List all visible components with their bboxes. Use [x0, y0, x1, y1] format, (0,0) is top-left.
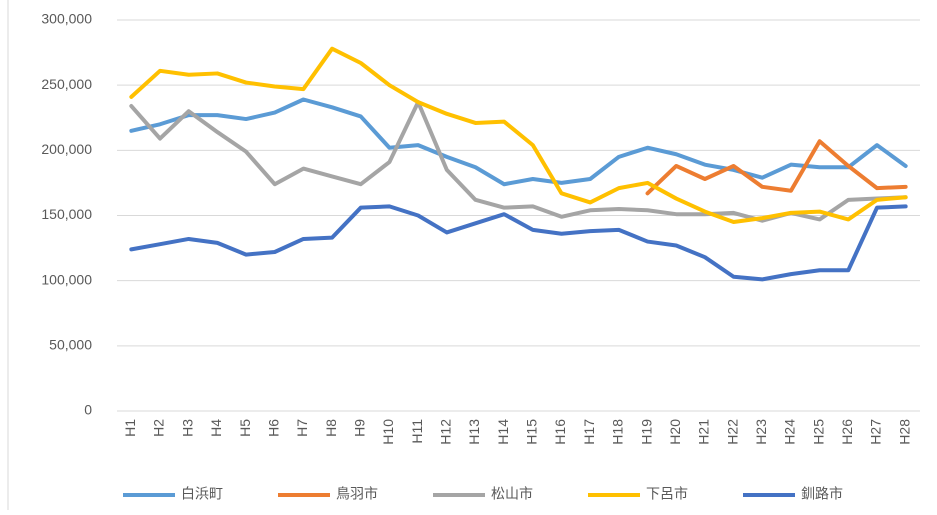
x-tick-label: H15: [524, 419, 540, 445]
x-tick-label: H16: [552, 419, 568, 445]
x-tick-label: H13: [466, 419, 482, 445]
legend-label: 釧路市: [801, 486, 843, 502]
x-tick-label: H3: [179, 419, 195, 437]
x-tick-label: H4: [208, 419, 224, 437]
x-tick-label: H14: [495, 419, 511, 445]
x-tick-label: H7: [294, 419, 310, 437]
y-tick-label: 150,000: [41, 206, 92, 222]
legend-label: 鳥羽市: [336, 486, 378, 502]
x-tick-label: H17: [581, 419, 597, 445]
x-tick-label: H2: [151, 419, 167, 437]
legend-label: 下呂市: [646, 486, 688, 502]
y-tick-label: 250,000: [41, 76, 92, 92]
series-line: [129, 46, 908, 225]
y-tick-label: 300,000: [41, 11, 92, 27]
x-tick-label: H20: [667, 419, 683, 445]
y-tick-label: 100,000: [41, 271, 92, 287]
x-tick-label: H28: [896, 419, 912, 445]
x-tick-label: H19: [638, 419, 654, 445]
x-tick-label: H22: [724, 419, 740, 445]
x-tick-label: H9: [351, 419, 367, 437]
y-tick-label: 0: [84, 402, 92, 418]
x-tick-label: H8: [323, 419, 339, 437]
x-tick-label: H27: [868, 419, 884, 445]
legend-label: 松山市: [491, 486, 533, 502]
x-tick-label: H11: [409, 419, 425, 444]
series-line: [129, 97, 908, 187]
x-tick-label: H25: [810, 419, 826, 445]
series-line: [645, 139, 908, 196]
x-tick-label: H6: [265, 419, 281, 437]
series-line: [129, 204, 908, 282]
x-tick-label: H1: [122, 419, 138, 437]
x-tick-label: H24: [782, 419, 798, 445]
x-tick-label: H10: [380, 419, 396, 445]
y-tick-label: 50,000: [49, 337, 92, 353]
x-tick-label: H26: [839, 419, 855, 445]
y-tick-label: 200,000: [41, 141, 92, 157]
x-tick-label: H12: [438, 419, 454, 445]
legend-label: 白浜町: [181, 486, 223, 502]
x-tick-label: H21: [696, 419, 712, 445]
x-tick-label: H23: [753, 419, 769, 445]
x-tick-label: H18: [610, 419, 626, 445]
x-tick-label: H5: [237, 419, 253, 437]
